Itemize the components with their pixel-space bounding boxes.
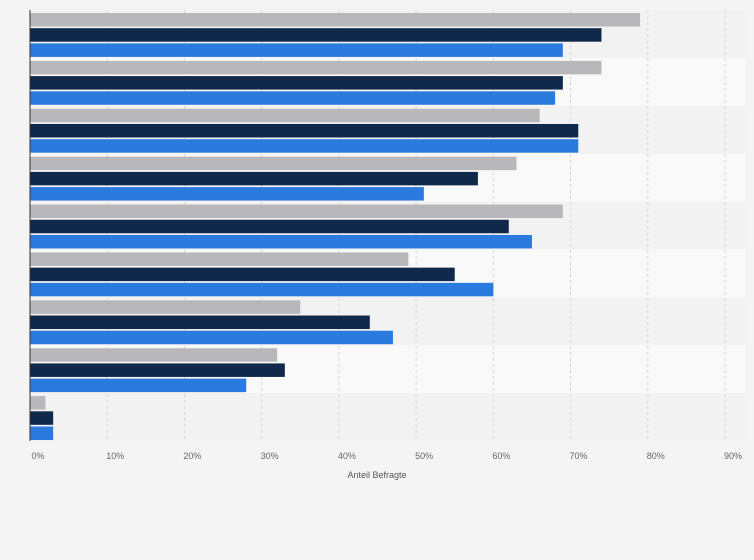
bar[interactable] (30, 315, 370, 330)
x-tick-label: 20% (183, 451, 201, 461)
bar[interactable] (30, 348, 278, 362)
x-tick-label: 30% (261, 451, 279, 461)
bar-group (30, 13, 641, 57)
bar[interactable] (30, 282, 494, 297)
x-axis-tick-labels: 0% 10% 20% 30% 40% 50% 60% 70% 80% 90% (31, 451, 742, 461)
bar[interactable] (30, 378, 247, 393)
bar-group (30, 156, 517, 201)
bar[interactable] (30, 156, 517, 171)
bar[interactable] (30, 91, 556, 105)
bar[interactable] (30, 411, 54, 425)
bar[interactable] (30, 187, 424, 201)
bar-group (30, 108, 579, 153)
bar[interactable] (30, 396, 46, 410)
bar[interactable] (30, 43, 563, 57)
bar[interactable] (30, 123, 579, 138)
bar-group (30, 396, 54, 441)
bar-group (30, 300, 393, 345)
bar[interactable] (30, 108, 540, 123)
bar[interactable] (30, 219, 509, 234)
x-tick-label: 10% (106, 451, 124, 461)
bar[interactable] (30, 300, 301, 314)
category-band (30, 393, 745, 441)
x-tick-label: 60% (492, 451, 510, 461)
bar-group (30, 60, 602, 105)
x-axis-title: Anteil Befragte (347, 470, 406, 480)
bar[interactable] (30, 363, 285, 377)
bar[interactable] (30, 234, 532, 249)
x-tick-label: 90% (724, 451, 742, 461)
bar[interactable] (30, 76, 563, 90)
x-tick-label: 40% (338, 451, 356, 461)
bar[interactable] (30, 330, 393, 345)
bars (30, 13, 641, 441)
bar[interactable] (30, 267, 455, 282)
bar[interactable] (30, 60, 602, 75)
bar[interactable] (30, 204, 563, 219)
x-tick-label: 70% (570, 451, 588, 461)
bar[interactable] (30, 426, 54, 441)
bar-group (30, 348, 285, 393)
bar-group (30, 204, 563, 249)
bar-group (30, 252, 494, 297)
x-tick-label: 50% (415, 451, 433, 461)
bar[interactable] (30, 139, 579, 153)
bar[interactable] (30, 28, 602, 42)
bar[interactable] (30, 171, 478, 186)
x-tick-label: 0% (31, 451, 44, 461)
bar[interactable] (30, 13, 641, 27)
x-tick-label: 80% (647, 451, 665, 461)
bar[interactable] (30, 252, 409, 266)
